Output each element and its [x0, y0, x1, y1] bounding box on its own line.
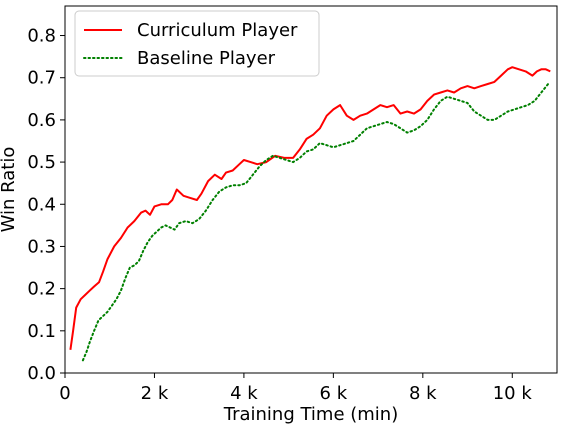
x-tick-label: 4 k	[230, 383, 258, 404]
legend: Curriculum Player Baseline Player	[74, 10, 320, 77]
series-layer	[69, 66, 551, 362]
y-axis-title: Win Ratio	[0, 147, 19, 233]
y-tick-label: 0.3	[27, 236, 56, 257]
x-tick-label: 2 k	[141, 383, 169, 404]
y-tick-label: 0.6	[27, 110, 56, 131]
y-tick-label: 0.8	[27, 26, 56, 47]
legend-box	[74, 10, 320, 77]
x-tick-label: 10 k	[493, 383, 533, 404]
legend-label-curriculum-player: Curriculum Player	[137, 20, 298, 41]
axis-ticks: 0 2 k 4 k 6 k 8 k 10 k 0.0 0.1 0.2 0.3 0.4 0.5 0.6 0.…	[27, 26, 532, 404]
x-axis-title: Training Time (min)	[223, 404, 399, 425]
y-tick-label: 0.4	[27, 194, 56, 215]
y-tick-label: 0.5	[27, 152, 56, 173]
y-tick-label: 0.0	[27, 363, 56, 384]
x-tick-label: 8 k	[409, 383, 437, 404]
y-tick-label: 0.2	[27, 279, 56, 300]
x-tick-label: 0	[59, 383, 70, 404]
series-line-curriculum-player	[69, 66, 551, 350]
legend-label-baseline-player: Baseline Player	[137, 48, 276, 69]
series-line-baseline-player	[81, 83, 550, 362]
y-tick-label: 0.1	[27, 321, 56, 342]
plot-frame	[64, 5, 558, 374]
x-tick-label: 6 k	[320, 383, 348, 404]
y-tick-label: 0.7	[27, 68, 56, 89]
